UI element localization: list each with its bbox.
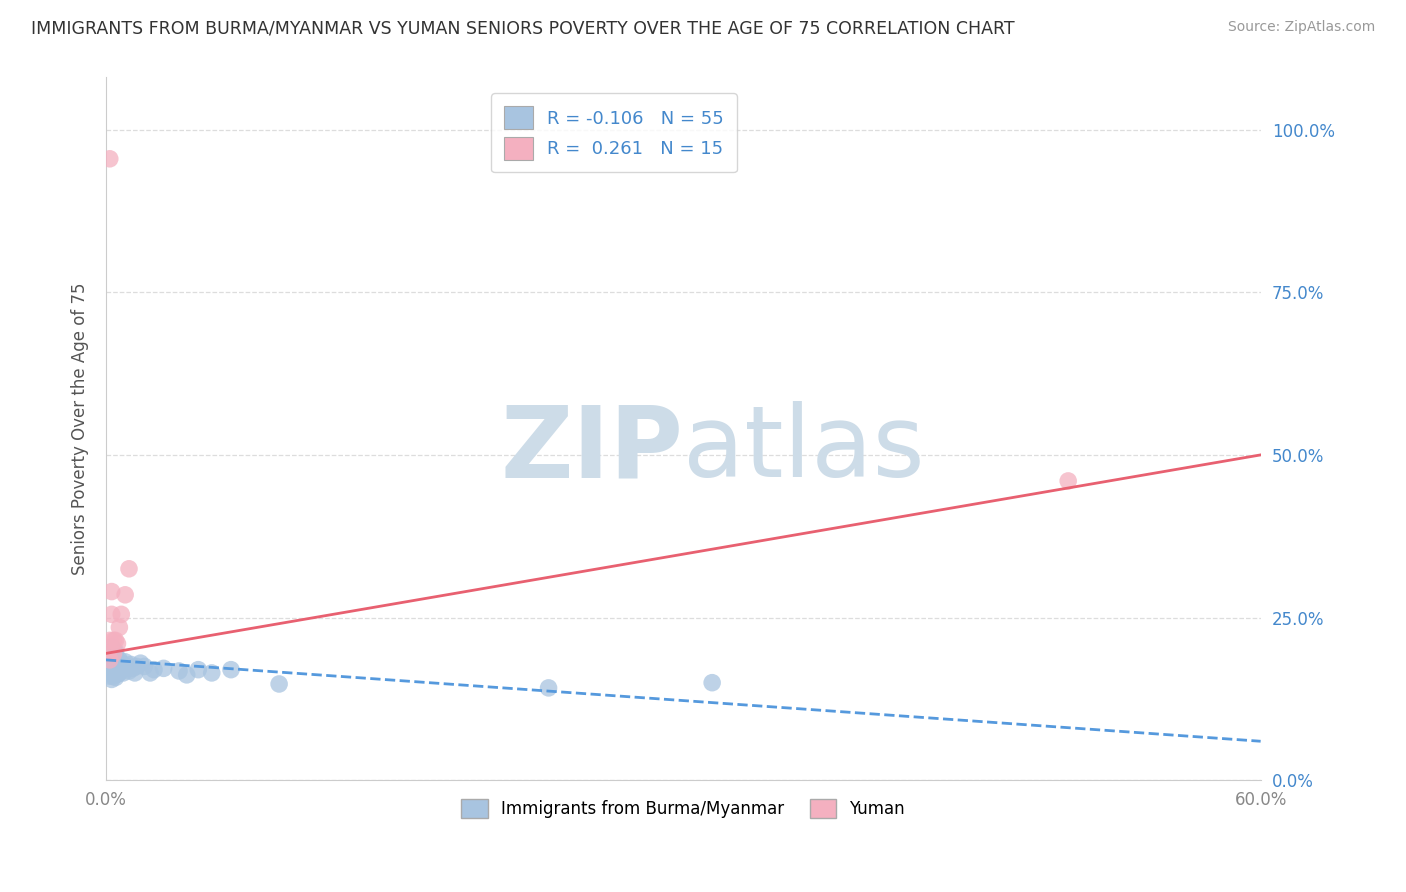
Point [115,659,138,673]
Text: atlas: atlas [683,401,925,499]
Point [118,562,141,576]
Legend: Immigrants from Burma/Myanmar, Yuman: Immigrants from Burma/Myanmar, Yuman [454,792,912,825]
Point [104,651,127,665]
Point [269,677,291,691]
Point [100,659,122,673]
Point [98,656,121,670]
Point [104,644,127,658]
Text: Source: ZipAtlas.com: Source: ZipAtlas.com [1227,20,1375,34]
Point [103,656,125,670]
Point [98,663,121,677]
Point [103,633,125,648]
Point [97,647,120,661]
Text: IMMIGRANTS FROM BURMA/MYANMAR VS YUMAN SENIORS POVERTY OVER THE AGE OF 75 CORREL: IMMIGRANTS FROM BURMA/MYANMAR VS YUMAN S… [31,20,1015,37]
Point [114,588,136,602]
Point [98,653,121,667]
Point [104,664,127,678]
Point [100,673,122,687]
Point [187,663,209,677]
Point [124,665,146,680]
Point [100,584,122,599]
Point [1057,474,1080,488]
Text: ZIP: ZIP [501,401,683,499]
Point [118,664,141,678]
Point [167,664,190,678]
Y-axis label: Seniors Poverty Over the Age of 75: Seniors Poverty Over the Age of 75 [72,283,89,575]
Point [104,657,127,672]
Point [107,654,129,668]
Point [110,656,132,670]
Point [537,681,560,695]
Point [100,665,122,680]
Point [134,659,156,673]
Point [201,665,224,680]
Point [152,661,174,675]
Point [143,663,166,677]
Point [112,665,135,680]
Point [125,659,148,673]
Point [103,647,125,661]
Point [97,665,120,680]
Point [139,665,162,680]
Point [107,661,129,675]
Point [98,643,121,657]
Point [219,663,242,677]
Point [702,675,724,690]
Point [108,653,131,667]
Point [98,669,121,683]
Point [114,661,136,675]
Point [107,667,129,681]
Point [97,659,120,673]
Point [108,659,131,673]
Point [98,152,121,166]
Point [97,647,120,661]
Point [103,649,125,664]
Point [108,665,131,680]
Point [107,637,129,651]
Point [108,620,131,634]
Point [103,643,125,657]
Point [98,649,121,664]
Point [100,647,122,661]
Point [104,671,127,685]
Point [129,656,152,670]
Point [100,640,122,654]
Point [100,607,122,622]
Point [114,655,136,669]
Point [100,653,122,667]
Point [121,661,143,675]
Point [120,657,142,672]
Point [104,633,127,648]
Point [103,663,125,677]
Point [110,663,132,677]
Point [110,607,132,622]
Point [103,669,125,683]
Point [176,668,198,682]
Point [97,653,120,667]
Point [98,633,121,648]
